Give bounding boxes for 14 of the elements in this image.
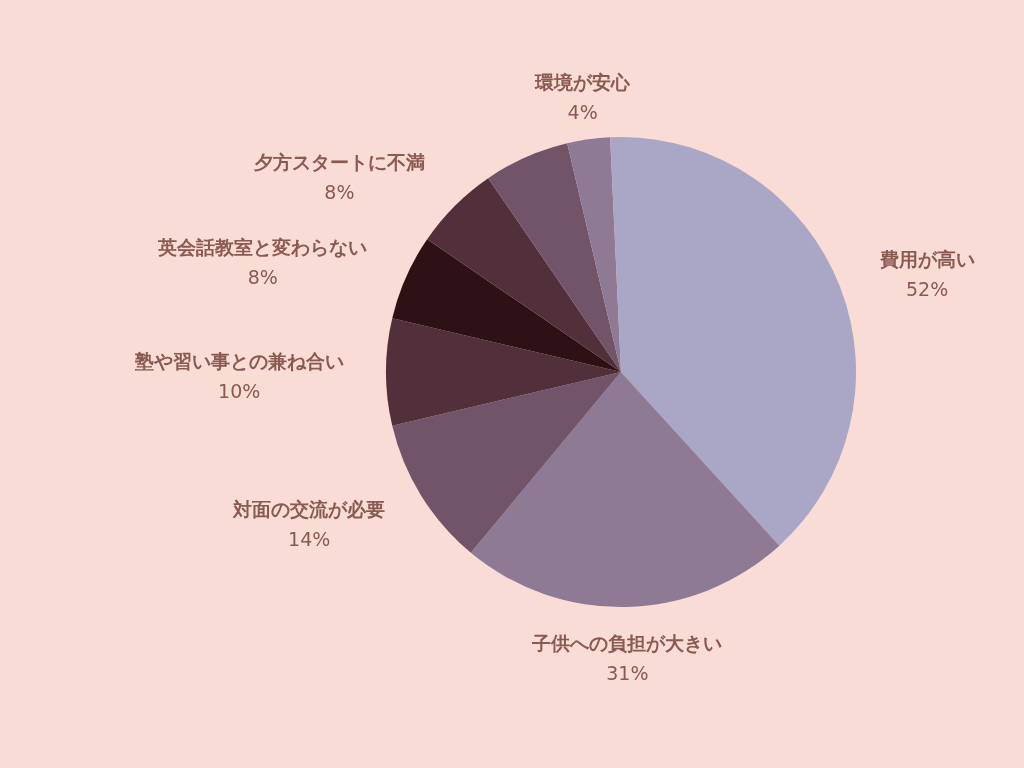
data-label: 4%: [567, 100, 598, 123]
slice-label: 夕方スタートに不満: [252, 150, 425, 173]
slice-label: 環境が安心: [534, 70, 632, 93]
slice-label: 対面の交流が必要: [232, 498, 386, 521]
slice-label: 塾や習い事との兼ね合い: [133, 350, 344, 372]
data-label: 31%: [606, 661, 649, 684]
data-label: 8%: [324, 180, 355, 203]
data-label: 10%: [218, 380, 261, 402]
data-label: 52%: [905, 278, 949, 301]
slice-label: 費用が高い: [878, 248, 975, 271]
data-label: 14%: [288, 528, 331, 551]
data-label: 8%: [247, 266, 278, 289]
slice-label: 英会話教室と変わらない: [157, 236, 368, 259]
slice-label: 子供への負担が大きい: [531, 631, 723, 654]
